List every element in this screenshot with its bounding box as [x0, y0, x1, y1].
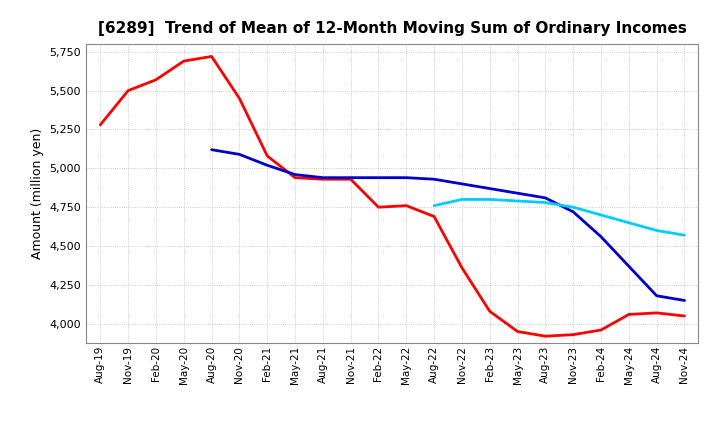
3 Years	[152, 77, 161, 82]
5 Years	[346, 175, 355, 180]
5 Years	[263, 163, 271, 168]
5 Years	[291, 172, 300, 177]
3 Years	[485, 309, 494, 314]
7 Years	[458, 197, 467, 202]
5 Years	[374, 175, 383, 180]
3 Years	[430, 214, 438, 219]
3 Years	[374, 205, 383, 210]
Line: 3 Years: 3 Years	[100, 56, 685, 336]
Title: [6289]  Trend of Mean of 12-Month Moving Sum of Ordinary Incomes: [6289] Trend of Mean of 12-Month Moving …	[98, 21, 687, 36]
Line: 5 Years: 5 Years	[212, 150, 685, 301]
3 Years	[680, 313, 689, 319]
5 Years	[680, 298, 689, 303]
5 Years	[597, 234, 606, 239]
7 Years	[541, 200, 550, 205]
3 Years	[541, 334, 550, 339]
3 Years	[96, 122, 104, 128]
5 Years	[513, 191, 522, 196]
3 Years	[513, 329, 522, 334]
3 Years	[291, 175, 300, 180]
Line: 7 Years: 7 Years	[434, 199, 685, 235]
3 Years	[569, 332, 577, 337]
7 Years	[569, 205, 577, 210]
5 Years	[485, 186, 494, 191]
7 Years	[513, 198, 522, 204]
5 Years	[402, 175, 410, 180]
3 Years	[652, 310, 661, 315]
5 Years	[624, 264, 633, 269]
3 Years	[402, 203, 410, 208]
5 Years	[318, 175, 327, 180]
5 Years	[569, 209, 577, 215]
3 Years	[624, 312, 633, 317]
5 Years	[430, 176, 438, 182]
3 Years	[235, 96, 243, 101]
5 Years	[541, 195, 550, 201]
7 Years	[597, 213, 606, 218]
5 Years	[652, 293, 661, 298]
5 Years	[207, 147, 216, 152]
7 Years	[652, 228, 661, 233]
3 Years	[346, 176, 355, 182]
7 Years	[624, 220, 633, 225]
3 Years	[124, 88, 132, 93]
3 Years	[458, 265, 467, 271]
3 Years	[179, 59, 188, 64]
7 Years	[430, 203, 438, 208]
Y-axis label: Amount (million yen): Amount (million yen)	[30, 128, 43, 259]
7 Years	[680, 232, 689, 238]
3 Years	[263, 153, 271, 158]
7 Years	[485, 197, 494, 202]
3 Years	[597, 327, 606, 333]
5 Years	[235, 152, 243, 157]
3 Years	[207, 54, 216, 59]
5 Years	[458, 181, 467, 187]
3 Years	[318, 176, 327, 182]
